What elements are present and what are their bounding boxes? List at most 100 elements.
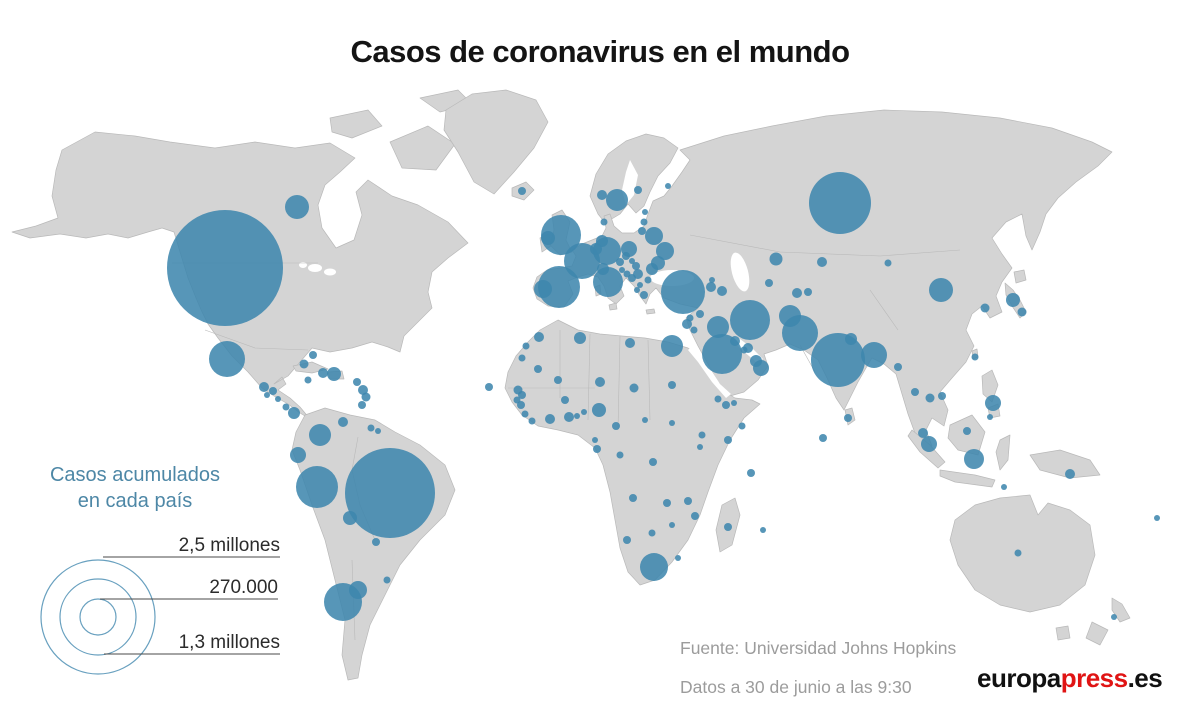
case-bubble-haiti (318, 368, 328, 378)
legend-scale-circle (59, 578, 137, 656)
case-bubble-papua-new-guinea (1065, 469, 1075, 479)
case-bubble-equatorial-guinea (592, 437, 598, 443)
case-bubble-hungary (632, 262, 640, 270)
case-bubble-ivory-coast (545, 414, 555, 424)
case-bubble-italy (593, 267, 623, 297)
case-bubble-latvia (640, 218, 648, 226)
caspian-sea (730, 252, 750, 292)
case-bubble-syria (696, 310, 704, 318)
case-bubble-rwanda (697, 444, 703, 450)
case-bubble-gambia (518, 391, 526, 399)
legend-scale-circle (79, 598, 117, 636)
case-bubble-chad (629, 383, 639, 393)
page-title: Casos de coronavirus en el mundo (350, 34, 850, 69)
case-bubble-panama (288, 407, 300, 419)
case-bubble-maldives (819, 434, 827, 442)
case-bubble-turkey (661, 270, 705, 314)
case-bubble-bosnia (628, 274, 636, 282)
case-bubble-finland (634, 186, 642, 194)
legend-scale-circle (40, 559, 156, 675)
case-bubble-united-arab-emirates (750, 355, 762, 367)
case-bubble-mozambique (691, 512, 699, 520)
case-bubble-trinidad (358, 401, 366, 409)
case-bubble-peru (296, 466, 338, 508)
source-line2: Datos a 30 de junio a las 9:30 (680, 677, 912, 697)
case-bubble-central-asia (817, 257, 827, 267)
case-bubble-georgia (709, 277, 715, 283)
source-line1: Fuente: Universidad Johns Hopkins (680, 638, 957, 658)
source-note: Fuente: Universidad Johns Hopkins Datos … (680, 637, 956, 698)
case-bubble-martinique (361, 392, 371, 402)
case-bubble-cambodia (925, 393, 935, 403)
case-bubble-kazakhstan (769, 252, 783, 266)
case-bubble-bahrain (740, 346, 748, 354)
case-bubble-puerto-rico (353, 378, 361, 386)
case-bubble-thailand (911, 388, 919, 396)
case-bubble-western-sahara (522, 342, 530, 350)
case-bubble-ireland (541, 231, 555, 245)
case-bubble-guinea (517, 401, 525, 409)
case-bubble-tajikistan (804, 288, 812, 296)
case-bubble-lithuania (638, 227, 646, 235)
land-layer (11, 89, 1131, 681)
case-bubble-japan (1006, 293, 1020, 307)
case-bubble-estonia (642, 209, 648, 215)
case-bubble-vietnam (938, 392, 946, 400)
case-bubble-angola (629, 494, 637, 502)
case-bubble-guadeloupe (358, 385, 368, 395)
landmass-greenland (443, 89, 549, 195)
case-bubble-burkina-faso (561, 396, 569, 404)
case-bubble-sierra-leone (521, 410, 529, 418)
case-bubble-togo (574, 413, 580, 419)
case-bubble-dr-congo (649, 458, 657, 466)
case-bubble-uruguay (383, 576, 391, 584)
case-bubble-uzbekistan (765, 279, 773, 287)
case-bubble-croatia (623, 270, 631, 278)
case-bubble-libya (625, 338, 635, 348)
case-bubble-argentina (349, 581, 367, 599)
case-bubble-australia (1014, 549, 1022, 557)
case-bubble-belarus (645, 227, 663, 245)
logo-part-red: press (1060, 663, 1128, 693)
case-bubble-myanmar (894, 363, 902, 371)
case-bubble-congo (616, 451, 624, 459)
case-bubble-suriname (375, 428, 381, 434)
case-bubble-ghana (564, 412, 574, 422)
case-bubble-azerbaijan (717, 286, 727, 296)
case-bubble-somalia (738, 422, 746, 430)
case-bubble-portugal (534, 280, 552, 298)
legend: 2,5 millones 270.000 1,3 millones (40, 535, 280, 675)
case-bubble-nicaragua (275, 396, 281, 402)
case-bubble-netherlands (596, 235, 608, 247)
great-lakes (308, 264, 322, 272)
logo-part-black2: .es (1127, 663, 1163, 693)
case-bubble-albania (634, 287, 640, 293)
case-bubble-nepal (845, 333, 857, 345)
case-bubble-el-salvador (264, 392, 270, 398)
case-bubble-slovakia (629, 258, 635, 264)
case-bubble-malaysia (918, 428, 928, 438)
case-bubble-south-sudan (669, 420, 675, 426)
europapress-logo: europapress.es (977, 663, 1163, 694)
case-bubble-ethiopia (722, 401, 730, 409)
landmass-arctic-islands (329, 89, 501, 171)
case-bubble-morocco (534, 332, 544, 342)
case-bubble-mexico (209, 341, 245, 377)
case-bubble-slovenia (619, 267, 625, 273)
case-bubble-iraq (707, 316, 729, 338)
case-bubble-indonesia (964, 449, 984, 469)
case-bubble-armenia (706, 282, 716, 292)
case-bubble-gabon (593, 445, 601, 453)
case-bubble-liberia (528, 417, 536, 425)
legend-circles (40, 559, 156, 675)
case-bubble-south-korea (980, 303, 990, 313)
case-bubble-fiji (1154, 515, 1160, 521)
case-bubble-mauritania (518, 354, 526, 362)
case-bubble-spain (538, 266, 580, 308)
case-bubble-philippines (985, 395, 1001, 411)
case-bubble-czechia (622, 252, 630, 260)
case-bubble-eritrea (714, 395, 722, 403)
case-bubble-israel (682, 319, 692, 329)
